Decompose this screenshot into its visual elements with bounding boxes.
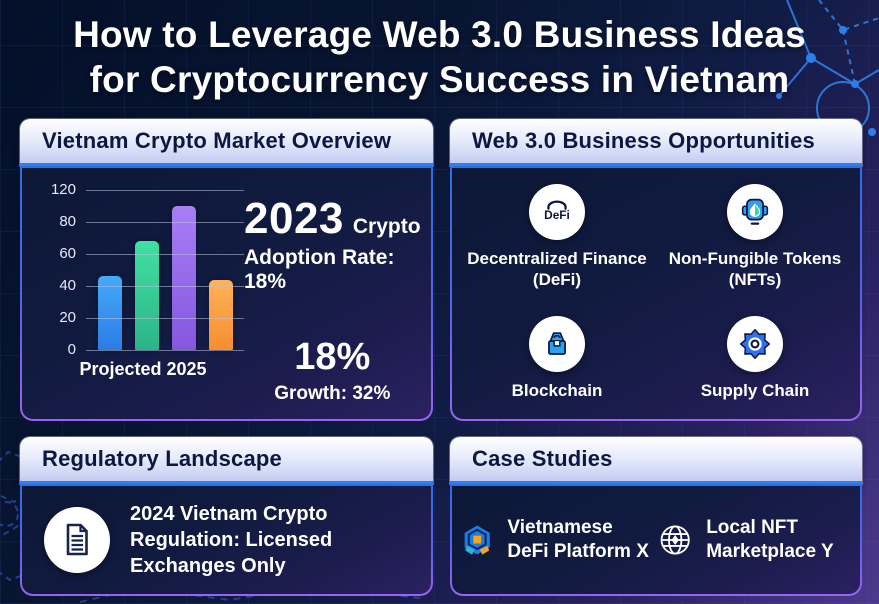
bar [134, 241, 159, 350]
panel-cases-header: Case Studies [450, 437, 862, 484]
bar-plot [86, 190, 244, 351]
nft-icon [727, 184, 783, 240]
regulation-text: 2024 Vietnam Crypto Regulation: Licensed… [130, 503, 333, 577]
stat-growth-big: 18% [294, 336, 371, 378]
stat-growth-sub: Growth: 32% [274, 383, 391, 404]
bar [208, 279, 233, 350]
y-tick-label: 20 [59, 309, 76, 327]
defi-icon: DeFi [529, 184, 585, 240]
y-tick-label: 80 [59, 213, 76, 231]
panel-case-studies: Case Studies Vietnamese DeFi Platform X [450, 437, 862, 596]
page-title-line1: How to Leverage Web 3.0 Business Ideas [73, 14, 806, 55]
panel-market-overview-body: 120 80 60 40 20 0 Projected 2025 2023 Crypto … [22, 168, 431, 419]
x-axis-label: Projected 2025 [79, 359, 207, 379]
panel-web3-body: DeFi Decentralized Finance (DeFi) [452, 168, 860, 419]
bars [86, 190, 244, 350]
document-icon [44, 507, 110, 573]
panel-regulatory-header: Regulatory Landscape [20, 437, 433, 484]
web3-item-label: Blockchain [511, 380, 603, 400]
web3-item-label: Decentralized Finance (DeFi) [467, 249, 647, 289]
case-item-defi-platform: Vietnamese DeFi Platform X [460, 511, 657, 569]
y-axis: 120 80 60 40 20 0 [42, 181, 78, 358]
page-title-line2: for Cryptocurrency Success in Vietnam [89, 59, 790, 101]
bar [97, 276, 122, 350]
y-tick-label: 40 [59, 277, 76, 295]
bar [171, 206, 196, 350]
panel-market-overview-title: Vietnam Crypto Market Overview [42, 128, 392, 153]
web3-item-supply-chain: Supply Chain [700, 315, 810, 407]
blockchain-icon [528, 315, 585, 372]
y-tick-label: 120 [50, 181, 76, 199]
panel-regulatory-body: 2024 Vietnam Crypto Regulation: Licensed… [22, 486, 431, 594]
web3-item-blockchain: Blockchain [511, 315, 603, 407]
panel-cases-body: Vietnamese DeFi Platform X Local NF [452, 486, 860, 594]
panel-market-overview: Vietnam Crypto Market Overview 120 80 60 40… [20, 119, 433, 421]
stat-year: 2023 [244, 194, 344, 243]
panel-market-overview-bodywrap: 120 80 60 40 20 0 Projected 2025 2023 Crypto … [20, 166, 433, 421]
panel-web3-header: Web 3.0 Business Opportunities [450, 119, 862, 166]
gridline [86, 318, 244, 319]
panel-regulatory-title: Regulatory Landscape [42, 446, 282, 471]
gridline [86, 254, 244, 255]
svg-text:DeFi: DeFi [544, 208, 570, 222]
case-item-label: Vietnamese DeFi Platform X [507, 517, 649, 562]
adoption-bar-chart: 120 80 60 40 20 0 Projected 2025 [42, 181, 244, 409]
panel-web3-title: Web 3.0 Business Opportunities [472, 128, 815, 153]
panel-regulatory-bodywrap: 2024 Vietnam Crypto Regulation: Licensed… [20, 484, 433, 596]
panel-web3-bodywrap: DeFi Decentralized Finance (DeFi) [450, 166, 862, 421]
market-stats: 2023 Crypto Adoption Rate: 18% 18% Growt… [244, 190, 421, 409]
stat-year-suffix: Crypto [352, 215, 421, 238]
panel-regulatory-landscape: Regulatory Landscape 20 [20, 437, 433, 596]
gridline [86, 350, 244, 351]
web3-item-defi: DeFi Decentralized Finance (DeFi) [465, 184, 650, 296]
panel-cases-bodywrap: Vietnamese DeFi Platform X Local NF [450, 484, 862, 596]
case-item-nft-marketplace: Local NFT Marketplace Y [657, 512, 852, 568]
y-tick-label: 0 [67, 341, 76, 359]
supply-chain-icon [727, 315, 783, 372]
page-title: How to Leverage Web 3.0 Business Ideas f… [0, 12, 879, 102]
web3-item-label: Supply Chain [700, 380, 810, 400]
panel-web3-opportunities: Web 3.0 Business Opportunities DeFi Dece… [450, 119, 862, 421]
globe-icon [660, 525, 690, 555]
stat-adoption-rate: Adoption Rate: 18% [244, 246, 395, 293]
y-tick-label: 60 [59, 245, 76, 263]
panel-market-overview-header: Vietnam Crypto Market Overview [20, 119, 433, 166]
gridline [86, 222, 244, 223]
web3-item-nft: Non-Fungible Tokens (NFTs) [663, 184, 848, 296]
gridline [86, 190, 244, 191]
panel-cases-title: Case Studies [472, 446, 613, 471]
defi-platform-logo [463, 524, 491, 556]
web3-item-label: Non-Fungible Tokens (NFTs) [668, 249, 842, 289]
gridline [86, 286, 244, 287]
case-item-label: Local NFT Marketplace Y [706, 517, 834, 562]
